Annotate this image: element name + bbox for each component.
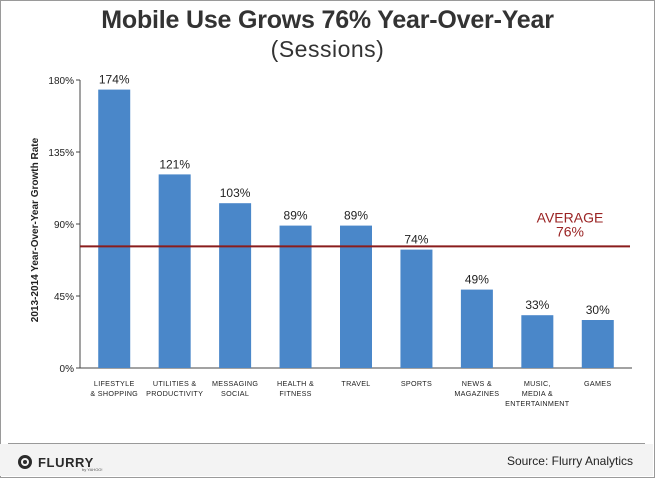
x-tick-label: MESSAGING	[212, 379, 258, 388]
logo-text: FLURRY	[38, 454, 94, 470]
bar-value-label: 30%	[586, 303, 610, 317]
x-tick-label: MEDIA &	[522, 389, 553, 398]
x-tick-label: TRAVEL	[341, 379, 370, 388]
bar-value-label: 74%	[404, 233, 428, 247]
x-tick-label: & SHOPPING	[90, 389, 138, 398]
footer-divider	[8, 443, 645, 444]
x-tick-label: LIFESTYLE	[94, 379, 135, 388]
bar	[521, 315, 554, 368]
x-tick-label: SPORTS	[401, 379, 432, 388]
x-tick-label: FITNESS	[279, 389, 311, 398]
y-tick-label: 180%	[48, 76, 74, 87]
x-tick-label: UTILITIES &	[153, 379, 197, 388]
x-tick-label: GAMES	[584, 379, 611, 388]
x-tick-label: NEWS &	[462, 379, 492, 388]
bar	[581, 320, 614, 368]
logo-subtext: by YAHOO!	[82, 467, 103, 472]
bar-value-label: 174%	[99, 73, 130, 87]
bar-value-label: 33%	[525, 298, 549, 312]
bar-value-label: 89%	[284, 209, 308, 223]
bar-value-label: 103%	[220, 186, 251, 200]
bar	[340, 225, 372, 368]
y-tick-label: 90%	[54, 220, 74, 231]
chart-title: Mobile Use Grows 76% Year-Over-Year	[101, 6, 554, 34]
x-tick-label: ENTERTAINMENT	[505, 399, 570, 408]
bar-value-label: 49%	[465, 273, 489, 287]
bar	[158, 174, 191, 368]
bar	[400, 249, 433, 368]
y-tick-label: 0%	[60, 364, 75, 375]
x-tick-label: MAGAZINES	[454, 389, 499, 398]
bar-value-label: 89%	[344, 209, 368, 223]
x-tick-label: SOCIAL	[221, 389, 249, 398]
bar	[279, 225, 312, 368]
y-tick-label: 135%	[48, 148, 74, 159]
source-note: Source: Flurry Analytics	[506, 454, 633, 468]
bar	[98, 89, 131, 368]
flurry-logo-icon	[18, 455, 32, 469]
bar-value-label: 121%	[159, 157, 190, 171]
x-tick-label: PRODUCTIVITY	[146, 389, 203, 398]
chart-subtitle: (Sessions)	[270, 36, 385, 62]
average-label: AVERAGE	[537, 209, 604, 225]
y-tick-label: 45%	[54, 292, 74, 303]
bar	[460, 289, 493, 368]
x-tick-label: HEALTH &	[277, 379, 314, 388]
y-axis-label: 2013-2014 Year-Over-Year Growth Rate	[30, 137, 41, 322]
footer	[0, 444, 653, 476]
average-label: 76%	[556, 223, 584, 239]
x-tick-label: MUSIC,	[524, 379, 551, 388]
bar	[219, 203, 252, 368]
bar-chart: 2013-2014 Year-Over-Year Growth Rate 0% 45…	[30, 73, 632, 408]
flurry-logo: FLURRY	[18, 453, 94, 471]
